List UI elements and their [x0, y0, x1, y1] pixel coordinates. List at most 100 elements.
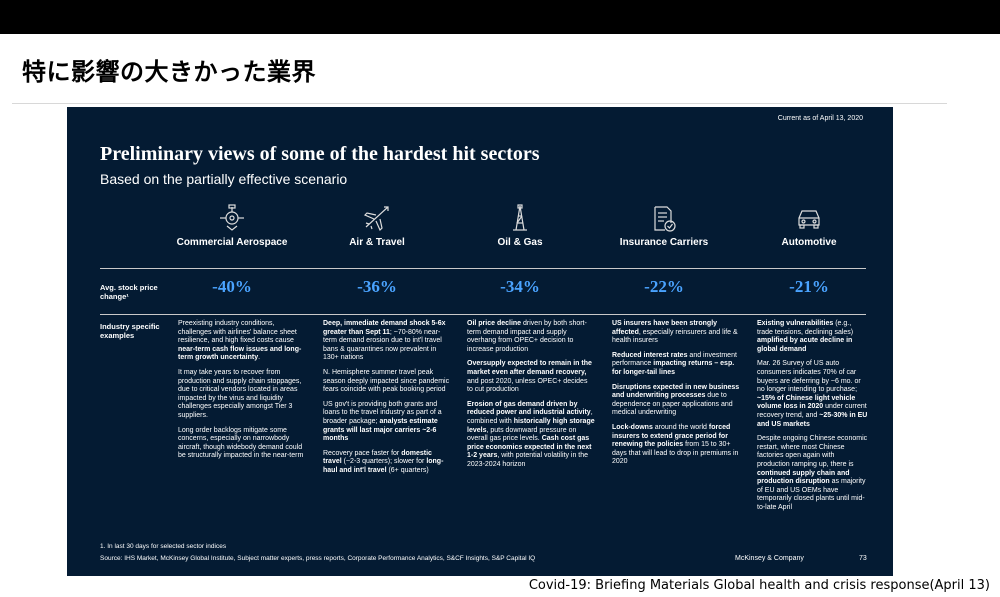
example-text-bold: forced insurers to extend grace period f… — [612, 423, 731, 449]
example-text: , combined with — [467, 409, 593, 425]
example-text-bold: continued supply chain and production di… — [757, 469, 850, 486]
example-text: . — [258, 354, 261, 362]
row-label-stock-change: Avg. stock price change¹ — [100, 283, 158, 301]
example-text: Despite ongoing Chinese economic restart… — [757, 435, 868, 468]
example-text: (6+ quarters) — [386, 466, 429, 474]
example-paragraph: Mar. 26 Survey of US auto consumers indi… — [757, 360, 869, 429]
example-text: and post 2020, unless OPEC+ decides to c… — [467, 377, 588, 394]
source-line: Source: IHS Market, McKinsey Global Inst… — [100, 555, 536, 562]
example-text-bold: ~25-30% in EU and US markets — [757, 411, 868, 428]
row-label-industry-examples: Industry specific examples — [100, 322, 160, 340]
footnote: 1. In last 30 days for selected sector i… — [100, 543, 227, 550]
example-text: due to dependence on paper applications … — [612, 392, 733, 417]
example-text-bold: US insurers have been strongly affected — [612, 320, 718, 336]
example-text-bold: Oil price decline — [467, 320, 522, 327]
airplane-icon — [363, 206, 389, 232]
example-paragraph: It may take years to recover from produc… — [178, 369, 306, 421]
stock-change-value: -22% — [644, 277, 684, 296]
insurance-document-icon — [654, 206, 676, 232]
stock-change-value: -40% — [212, 277, 252, 296]
example-text: , especially reinsurers and life & healt… — [612, 328, 738, 345]
example-text-bold: amplified by acute decline in global dem… — [757, 337, 853, 353]
example-text: as majority of EU and US OEMs have tempo… — [757, 478, 866, 511]
top-black-bar — [0, 0, 1000, 34]
sector-examples-column: Existing vulnerabilities (e.g., trade te… — [757, 320, 869, 518]
example-text: (e.g., trade tensions, declining sales) — [757, 320, 854, 336]
example-text: ; ~70-80% near-term demand erosion due t… — [323, 328, 442, 362]
divider-top — [100, 268, 866, 269]
example-text-bold: near-term cash flow issues and long-term… — [178, 345, 302, 362]
example-text: Preexisting industry conditions, challen… — [178, 320, 297, 345]
example-paragraph: US gov't is providing both grants and lo… — [323, 401, 451, 444]
example-text-bold: Cash cost gas price economics expected i… — [467, 435, 592, 460]
example-text: Long order backlogs mitigate some concer… — [178, 426, 304, 460]
example-text: It may take years to recover from produc… — [178, 368, 302, 419]
divider-middle — [100, 314, 866, 315]
current-as-of: Current as of April 13, 2020 — [777, 115, 863, 122]
example-text: driven by both short-term demand impact … — [467, 320, 587, 353]
sector-name: Automotive — [781, 237, 837, 248]
example-text: from 15 to 30+ days that will lead to dr… — [612, 441, 739, 466]
example-text: US gov't is providing both grants and lo… — [323, 400, 442, 425]
example-paragraph: Reduced interest rates and investment pe… — [612, 352, 740, 378]
example-paragraph: Erosion of gas demand driven by reduced … — [467, 401, 595, 470]
sector-commercial-aerospace: Commercial Aerospace — [167, 203, 297, 249]
page-title: 特に影響の大きかった業界 — [22, 58, 316, 86]
example-text-bold: analysts estimate grants will last major… — [323, 417, 438, 443]
example-paragraph: Recovery pace faster for domestic travel… — [323, 450, 451, 476]
example-text: under current recovery trend, and — [757, 403, 867, 419]
example-text: N. Hemisphere summer travel peak season … — [323, 368, 450, 394]
example-text-bold: Reduced interest rates — [612, 351, 688, 359]
example-text-bold: long-haul and int'l travel — [323, 458, 444, 474]
example-paragraph: Oversupply expected to remain in the mar… — [467, 360, 595, 394]
example-paragraph: Lock-downs around the world forced insur… — [612, 424, 740, 467]
stock-change-value: -36% — [357, 277, 397, 296]
example-paragraph: Preexisting industry conditions, challen… — [178, 320, 306, 363]
example-text-bold: Erosion of gas demand driven by reduced … — [467, 400, 591, 417]
sector-name: Commercial Aerospace — [176, 237, 288, 248]
sector-name: Oil & Gas — [497, 237, 543, 248]
example-text-bold: Disruptions expected in new business and… — [612, 383, 740, 400]
brand-name: McKinsey & Company — [735, 555, 804, 562]
example-paragraph: Despite ongoing Chinese economic restart… — [757, 435, 869, 512]
sector-examples-column: Preexisting industry conditions, challen… — [178, 320, 306, 467]
example-paragraph: US insurers have been strongly affected,… — [612, 320, 740, 346]
sector-examples-column: Deep, immediate demand shock 5-6x greate… — [323, 320, 451, 482]
example-text-bold: Deep, immediate demand shock 5-6x greate… — [323, 320, 446, 336]
example-paragraph: Long order backlogs mitigate some concer… — [178, 427, 306, 461]
sector-name: Insurance Carriers — [619, 237, 709, 248]
example-paragraph: Existing vulnerabilities (e.g., trade te… — [757, 320, 869, 354]
example-paragraph: N. Hemisphere summer travel peak season … — [323, 369, 451, 395]
example-paragraph: Disruptions expected in new business and… — [612, 384, 740, 418]
sector-air-travel: Air & Travel — [312, 203, 442, 249]
sector-automotive: Automotive — [744, 203, 874, 249]
example-text-bold: historically high storage levels — [467, 417, 595, 434]
stock-change-value: -21% — [789, 277, 829, 296]
example-text: , with potential volatility in the 2023-… — [467, 452, 589, 468]
example-paragraph: Deep, immediate demand shock 5-6x greate… — [323, 320, 451, 363]
slide-subtitle: Based on the partially effective scenari… — [100, 171, 348, 187]
example-text: (~2-3 quarters); slower for — [341, 458, 427, 466]
stock-change-value: -34% — [500, 277, 540, 296]
slide: Current as of April 13, 2020 Preliminary… — [67, 107, 893, 576]
slide-title: Preliminary views of some of the hardest… — [100, 143, 540, 165]
example-text: , puts downward pressure on overall gas … — [467, 426, 577, 443]
example-text: around the world — [652, 423, 709, 431]
example-text-bold: impacting returns – esp. for longer-tail… — [612, 360, 735, 376]
sector-insurance-carriers: Insurance Carriers — [599, 203, 729, 249]
example-paragraph: Oil price decline driven by both short-t… — [467, 320, 595, 354]
sector-oil-gas: Oil & Gas — [455, 203, 585, 249]
example-text-bold: Lock-downs — [612, 423, 653, 431]
example-text: Recovery pace faster for — [323, 449, 402, 457]
sector-examples-column: US insurers have been strongly affected,… — [612, 320, 740, 473]
example-text-bold: Oversupply expected to remain in the mar… — [467, 360, 592, 376]
page-number: 73 — [859, 555, 867, 562]
example-text: and investment performance — [612, 351, 737, 368]
example-text: Mar. 26 Survey of US auto consumers indi… — [757, 360, 861, 394]
example-text-bold: Existing vulnerabilities — [757, 320, 834, 327]
car-icon — [798, 210, 820, 229]
aircraft-engine-icon — [220, 204, 244, 231]
example-text-bold: ~15% of Chinese light vehicle volume los… — [757, 394, 856, 411]
example-text-bold: domestic travel — [323, 449, 432, 466]
oil-derrick-icon — [513, 204, 527, 231]
